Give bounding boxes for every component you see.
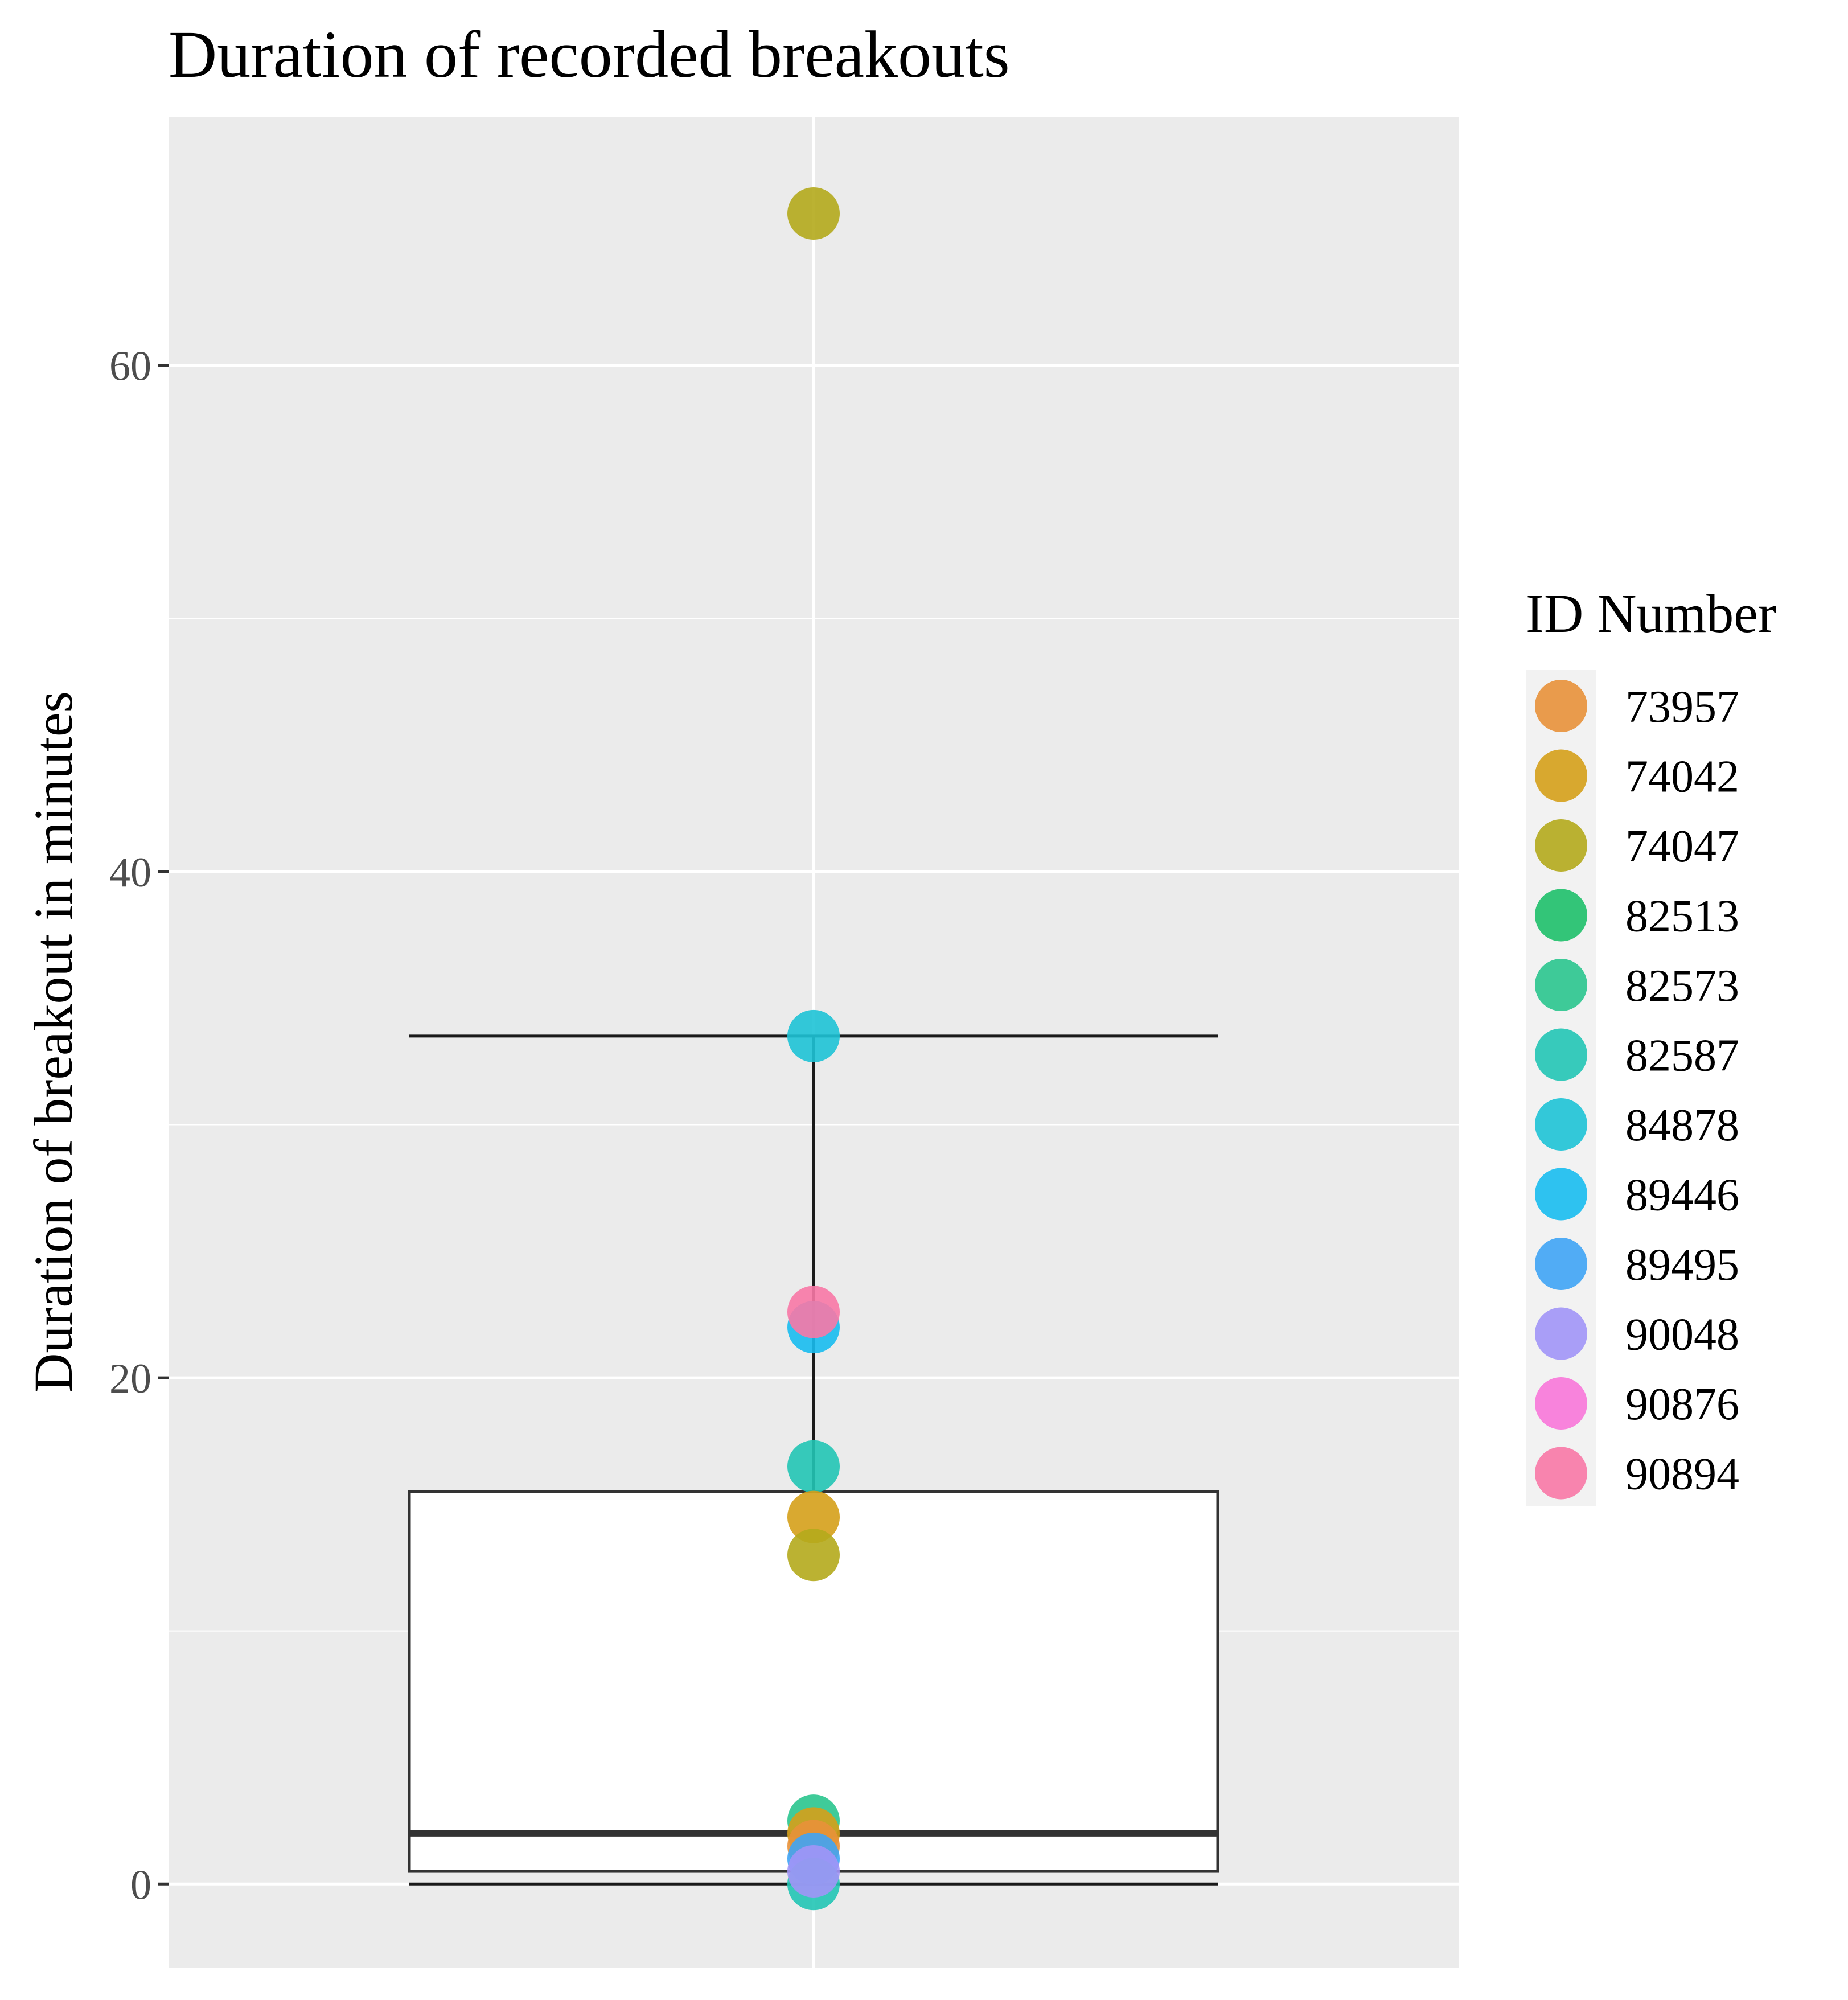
legend-swatch-89446 [1535,1168,1587,1221]
legend-swatch-74047 [1535,819,1587,872]
data-point-82587 [787,1440,840,1493]
legend-label-90048: 90048 [1625,1310,1739,1360]
legend-label-82587: 82587 [1625,1031,1739,1081]
y-tick-label: 0 [130,1862,151,1908]
legend-label-73957: 73957 [1625,682,1739,732]
legend-label-74047: 74047 [1625,822,1739,872]
legend-label-82513: 82513 [1625,892,1739,942]
data-points [787,187,840,1911]
legend: ID Number 73957 74042 74047 82513 82573 82587… [1526,583,1776,1506]
legend-swatch-90894 [1535,1447,1587,1500]
box-layer [408,1034,1219,1886]
legend-swatch-90048 [1535,1307,1587,1360]
legend-label-74042: 74042 [1625,752,1739,802]
y-tick-label: 40 [109,849,151,896]
legend-swatch-90876 [1535,1377,1587,1430]
legend-title: ID Number [1526,583,1776,644]
legend-swatch-73957 [1535,680,1587,732]
legend-swatch-82587 [1535,1028,1587,1081]
legend-label-90876: 90876 [1625,1379,1739,1430]
legend-key-background [1526,670,1596,1506]
legend-swatch-89495 [1535,1238,1587,1290]
legend-swatch-82573 [1535,959,1587,1011]
chart-title: Duration of recorded breakouts [169,17,1010,92]
legend-swatch-84878 [1535,1098,1587,1151]
y-tick-label: 60 [109,343,151,390]
y-axis-title: Duration of breakout in minutes [23,691,84,1393]
legend-label-84878: 84878 [1625,1100,1739,1151]
plot-panel [169,117,1459,1968]
legend-swatch-82513 [1535,889,1587,942]
data-point-84878 [787,1009,840,1062]
legend-swatch-74042 [1535,749,1587,802]
data-point-74047 [787,187,840,240]
legend-label-89495: 89495 [1625,1240,1739,1290]
y-axis: 0 20 40 60 [109,343,169,1908]
legend-label-89446: 89446 [1625,1171,1739,1221]
data-point-90894 [787,1286,840,1338]
legend-label-90894: 90894 [1625,1449,1739,1500]
data-point-74042 [787,1490,840,1543]
legend-entries: 73957 74042 74047 82513 82573 82587 84878 89446… [1535,680,1739,1500]
legend-label-82573: 82573 [1625,961,1739,1011]
data-point-90048 [787,1845,840,1898]
data-point-74047 [787,1529,840,1582]
y-tick-label: 20 [109,1356,151,1402]
